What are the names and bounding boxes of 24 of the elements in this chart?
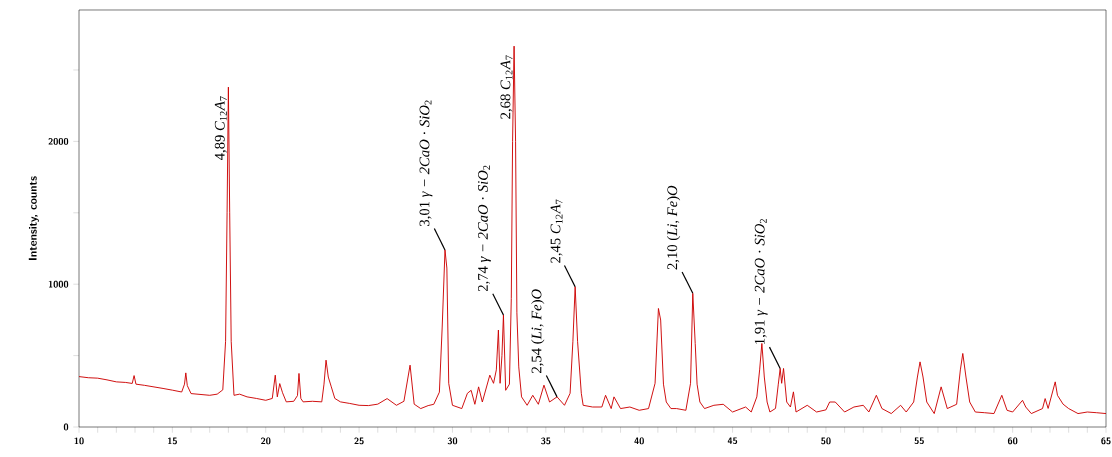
annotation: 3,01 γ − 2CaO · SiO$_{2}$ bbox=[419, 100, 433, 226]
x-tick-label: 30 bbox=[447, 437, 458, 445]
x-tick-label: 25 bbox=[354, 437, 364, 445]
x-tick-label: 20 bbox=[261, 437, 271, 445]
x-tick-label: 55 bbox=[914, 437, 924, 445]
x-tick-label: 10 bbox=[74, 437, 84, 445]
x-tick-label: 45 bbox=[727, 437, 738, 445]
annotation: 4,89 C$_{12}$A$_{7}$ bbox=[214, 96, 227, 161]
x-tick-label: 40 bbox=[634, 437, 644, 445]
y-axis-title: Intensity, counts bbox=[28, 176, 39, 260]
x-tick-label: 50 bbox=[821, 437, 831, 445]
annotation: 2,54 (Li, Fe)O bbox=[531, 289, 545, 373]
y-tick-label: 1000 bbox=[48, 280, 69, 288]
x-tick-label: 65 bbox=[1101, 437, 1111, 445]
x-tick-label: 60 bbox=[1007, 437, 1018, 445]
x-tick-label: 35 bbox=[541, 437, 551, 445]
annotation: 2,74 γ − 2CaO · SiO$_{2}$ bbox=[478, 165, 491, 292]
annotation: 2,68 C$_{12}$A$_{7}$ bbox=[500, 55, 513, 119]
annotation: 1,91 γ − 2CaO · SiO$_{2}$ bbox=[754, 219, 768, 344]
y-tick-label: 0 bbox=[63, 423, 69, 431]
annotation: 2,10 (Li, Fe)O bbox=[666, 185, 681, 270]
annotation: 2,45 C$_{12}$A$_{7}$ bbox=[550, 199, 563, 263]
y-tick-label: 2000 bbox=[48, 137, 69, 145]
x-tick-label: 15 bbox=[167, 437, 177, 445]
